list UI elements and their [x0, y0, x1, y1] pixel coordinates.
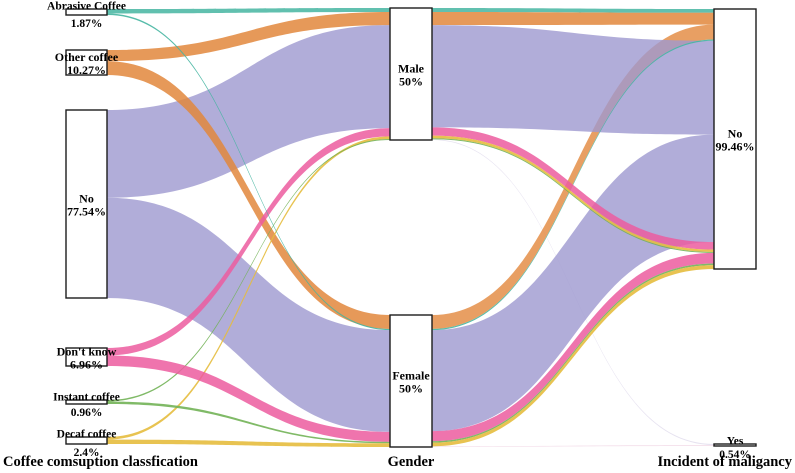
node-female-pct: 50%	[399, 382, 423, 396]
flow-male-no_right-decaf	[432, 135, 714, 252]
node-other-label: Other coffee	[55, 50, 119, 64]
node-male-label: Male	[398, 62, 425, 76]
flow-female-no_right-other	[432, 24, 714, 329]
node-instant	[65, 399, 108, 405]
node-no_right-label: No	[728, 127, 743, 141]
node-no_left	[65, 109, 108, 299]
flow-decaf-male-decaf	[107, 136, 390, 440]
flow-decaf-female-decaf	[107, 439, 390, 447]
flow-dontknow-female-dontknow	[107, 355, 390, 442]
node-other-pct: 10.27%	[67, 63, 106, 77]
node-dontknow-label: Don't know	[57, 345, 117, 359]
node-decaf-label: Decaf coffee	[57, 429, 117, 441]
flow-instant-male-instant	[107, 138, 390, 402]
node-dontknow-pct: 6.96%	[70, 358, 103, 372]
node-no_right-pct: 99.46%	[716, 140, 755, 154]
node-no_left-pct: 77.54%	[67, 205, 106, 219]
node-instant-label: Instant coffee	[53, 392, 120, 404]
node-dontknow	[65, 347, 108, 367]
flow-instant-female-instant	[107, 401, 390, 444]
flow-other-male-other	[107, 11, 390, 62]
node-male-pct: 50%	[399, 75, 423, 89]
flow-female-no_right-no	[432, 134, 714, 432]
flow-male-no_right-other	[432, 11, 714, 26]
flow-female-no_right-instant	[432, 263, 714, 443]
flow-abrasive-male-abrasive	[107, 8, 390, 14]
flow-male-no_right-no	[432, 25, 714, 135]
flow-no_left-male-no	[107, 25, 390, 198]
axis-title-coffee: Coffee comsuption classfication	[3, 454, 198, 470]
axis-title-gender: Gender	[388, 454, 435, 470]
flow-no_left-female-no	[107, 197, 390, 432]
node-female-label: Female	[392, 369, 430, 383]
flow-dontknow-male-dontknow	[107, 128, 390, 356]
flow-male-no_right-abrasive	[432, 8, 714, 13]
node-female	[389, 314, 433, 448]
node-abrasive-label: Abrasive Coffee	[47, 1, 126, 13]
flow-female-yes-yes_f	[432, 445, 714, 447]
node-male	[389, 7, 433, 141]
node-yes	[713, 443, 757, 447]
node-yes-label: Yes	[727, 436, 744, 448]
flow-abrasive-female-abrasive	[107, 13, 390, 331]
node-no_right	[713, 8, 757, 270]
node-yes-pct: 0.54%	[719, 449, 751, 461]
node-abrasive-pct: 1.87%	[71, 18, 103, 30]
flow-female-no_right-dontknow	[432, 252, 714, 442]
flow-female-no_right-decaf	[432, 265, 714, 447]
node-other	[65, 49, 108, 76]
flow-male-no_right-dontknow	[432, 127, 714, 250]
node-decaf	[65, 436, 108, 445]
node-abrasive	[65, 8, 108, 16]
node-no_left-label: No	[79, 192, 94, 206]
node-decaf-pct: 2.4%	[74, 447, 100, 459]
flow-other-female-other	[107, 61, 390, 329]
axis-title-malignancy: Incident of maligancy	[657, 454, 792, 470]
node-instant-pct: 0.96%	[71, 407, 103, 419]
flow-male-no_right-instant	[432, 138, 714, 253]
